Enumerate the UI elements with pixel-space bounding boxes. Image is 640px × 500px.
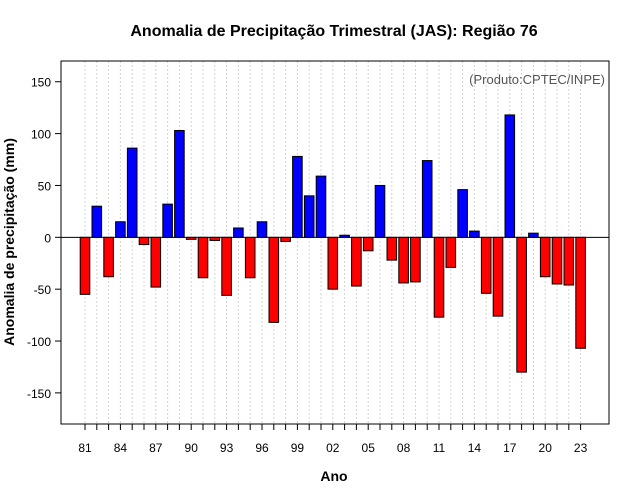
bar-1992 — [209, 236, 221, 241]
bar-1987 — [150, 236, 162, 288]
x-tick-label: 08 — [397, 441, 411, 455]
x-tick-label: 23 — [574, 441, 588, 455]
bar-2003 — [339, 234, 350, 238]
bar-2009 — [410, 236, 421, 283]
x-axis: 81 84 87 90 93 96 99 02 05 08 11 14 17 20 23 — [78, 424, 588, 455]
x-tick-label: 96 — [255, 441, 269, 455]
bar-1983 — [103, 236, 114, 278]
y-tick-label: -50 — [34, 283, 52, 297]
bar-1982 — [91, 205, 103, 238]
bar-2017 — [504, 114, 516, 238]
bar-1986 — [138, 236, 150, 246]
bars — [79, 114, 586, 373]
bar-2016 — [492, 236, 504, 317]
bar-2020 — [539, 236, 551, 278]
y-tick-label: -150 — [27, 387, 51, 401]
x-tick-label: 87 — [149, 441, 163, 455]
bar-2007 — [386, 236, 398, 261]
y-axis-label: Anomalia de precipitação (mm) — [1, 138, 17, 346]
y-tick-label: 150 — [31, 76, 51, 90]
x-tick-label: 99 — [291, 441, 305, 455]
x-tick-label: 14 — [468, 441, 482, 455]
bar-2001 — [315, 175, 327, 238]
bar-2002 — [327, 236, 339, 290]
bar-2008 — [398, 236, 409, 284]
product-credit: (Produto:CPTEC/INPE) — [469, 72, 605, 87]
bar-2018 — [516, 236, 527, 373]
y-tick-label: 50 — [38, 179, 52, 193]
bar-1994 — [233, 227, 244, 238]
bar-1997 — [268, 236, 280, 323]
bar-1981 — [79, 236, 91, 295]
x-tick-label: 05 — [362, 441, 376, 455]
plot-frame — [60, 60, 610, 425]
bar-1995 — [244, 236, 256, 279]
x-tick-label: 81 — [78, 441, 92, 455]
x-tick-label: 02 — [326, 441, 340, 455]
x-tick-label: 20 — [539, 441, 553, 455]
y-tick-label: -100 — [27, 335, 51, 349]
bar-2000 — [303, 195, 315, 238]
x-tick-label: 11 — [433, 441, 446, 455]
bar-2021 — [551, 236, 563, 285]
bar-2012 — [445, 236, 457, 268]
bar-2011 — [433, 236, 445, 318]
bar-2014 — [469, 230, 480, 238]
x-tick-label: 90 — [185, 441, 199, 455]
x-tick-label: 17 — [503, 441, 517, 455]
bar-1998 — [280, 236, 291, 242]
bar-2005 — [362, 236, 374, 252]
bar-2004 — [351, 236, 362, 287]
bar-1991 — [197, 236, 209, 279]
bar-1996 — [256, 221, 268, 238]
bar-1989 — [174, 129, 185, 238]
bar-1988 — [162, 203, 173, 238]
y-tick-label: 100 — [31, 128, 51, 142]
y-axis: -150 -100 -50 0 50 100 150 — [27, 76, 61, 401]
bar-1993 — [221, 236, 232, 296]
bar-1990 — [185, 236, 197, 240]
bar-2013 — [457, 189, 468, 238]
bar-2015 — [480, 236, 492, 294]
bar-1999 — [292, 155, 303, 238]
x-axis-label: Ano — [320, 468, 347, 484]
bar-2023 — [575, 236, 586, 349]
bar-1985 — [126, 147, 138, 238]
bar-2006 — [374, 184, 386, 238]
bar-1984 — [115, 221, 126, 238]
y-tick-label: 0 — [44, 231, 51, 245]
bar-2010 — [421, 160, 433, 238]
bar-2022 — [563, 236, 575, 286]
chart-title: Anomalia de Precipitação Trimestral (JAS… — [130, 23, 537, 40]
x-tick-label: 84 — [114, 441, 128, 455]
x-tick-label: 93 — [220, 441, 234, 455]
bar-2019 — [528, 232, 539, 238]
